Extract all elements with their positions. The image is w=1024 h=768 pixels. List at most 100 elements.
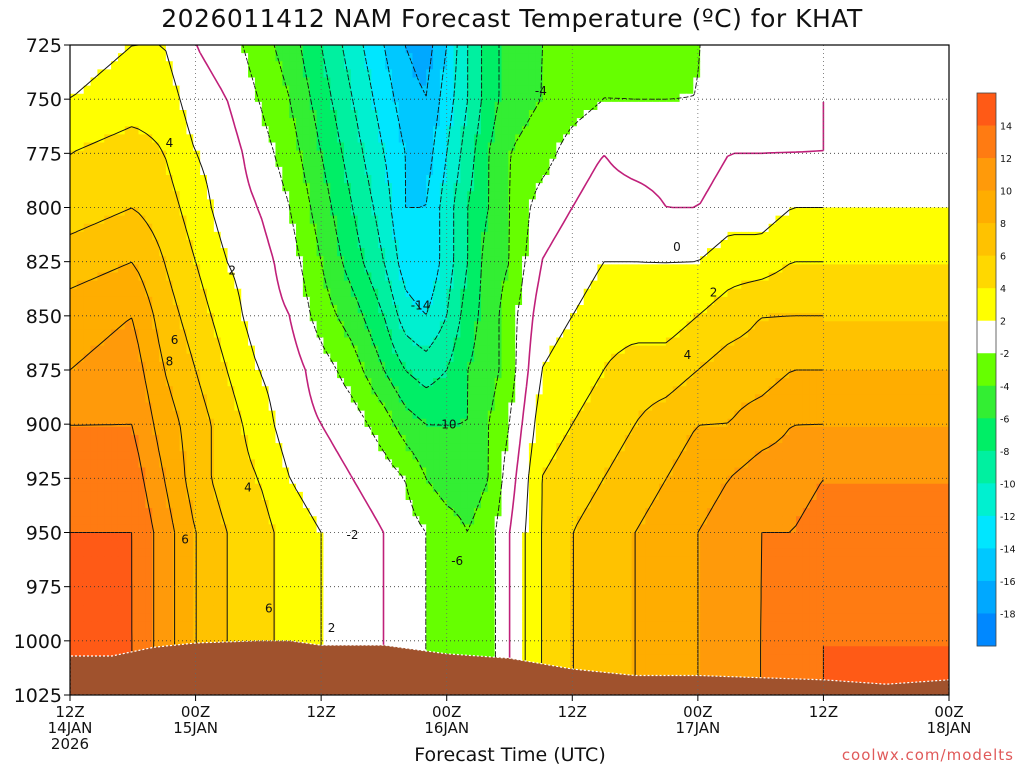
field-cell xyxy=(330,410,338,420)
field-cell xyxy=(357,223,366,233)
field-cell xyxy=(152,199,160,209)
field-cell xyxy=(590,61,598,70)
field-cell xyxy=(727,77,735,87)
field-cell xyxy=(124,85,133,95)
field-cell xyxy=(179,378,188,387)
field-cell xyxy=(515,45,523,54)
field-cell xyxy=(494,175,503,184)
field-cell xyxy=(405,361,414,371)
field-cell xyxy=(501,248,509,257)
field-cell xyxy=(467,394,475,404)
field-cell xyxy=(508,394,516,404)
field-cell xyxy=(686,256,694,265)
field-cell xyxy=(706,240,715,249)
field-cell xyxy=(796,110,804,119)
field-cell xyxy=(508,288,516,298)
field-cell xyxy=(241,118,249,127)
field-cell xyxy=(604,158,612,168)
field-cell xyxy=(104,231,112,241)
field-cell xyxy=(706,69,715,79)
field-cell xyxy=(426,183,434,192)
field-cell xyxy=(727,215,735,225)
field-cell xyxy=(165,134,174,144)
field-cell xyxy=(768,183,777,192)
field-cell xyxy=(104,183,112,192)
field-cell xyxy=(254,134,263,144)
field-cell xyxy=(563,166,571,176)
field-cell xyxy=(754,248,763,257)
field-cell xyxy=(734,321,742,330)
field-cell xyxy=(748,183,756,192)
field-cell xyxy=(453,231,462,241)
field-cell xyxy=(227,118,235,127)
field-cell xyxy=(645,361,653,371)
field-cell xyxy=(734,337,742,347)
field-cell xyxy=(200,93,208,103)
field-cell xyxy=(501,296,509,306)
field-cell xyxy=(117,378,126,387)
field-cell xyxy=(789,223,797,233)
field-cell xyxy=(70,207,78,217)
field-cell xyxy=(117,305,126,314)
field-cell xyxy=(398,288,407,298)
field-cell xyxy=(659,45,667,54)
field-cell xyxy=(542,199,551,209)
field-cell xyxy=(563,118,571,127)
field-cell xyxy=(213,394,222,404)
field-cell xyxy=(453,110,462,119)
field-cell xyxy=(364,101,372,111)
field-cell xyxy=(604,223,612,233)
field-cell xyxy=(528,93,537,103)
field-cell xyxy=(323,53,331,62)
field-cell xyxy=(302,142,311,152)
field-cell xyxy=(522,142,530,152)
field-cell xyxy=(302,166,311,176)
field-cell xyxy=(296,410,304,420)
field-cell xyxy=(631,150,640,160)
field-cell xyxy=(296,158,304,168)
field-cell xyxy=(385,61,393,70)
field-cell xyxy=(220,53,229,62)
field-cell xyxy=(480,207,489,217)
field-cell xyxy=(460,296,468,306)
field-cell xyxy=(343,313,352,322)
field-cell xyxy=(672,272,681,282)
field-cell xyxy=(700,240,708,249)
field-cell xyxy=(796,93,804,103)
field-cell xyxy=(624,353,633,363)
field-cell xyxy=(385,410,393,420)
field-cell xyxy=(796,288,804,298)
field-cell xyxy=(754,272,763,282)
field-cell xyxy=(727,85,735,95)
field-cell xyxy=(453,223,462,233)
field-cell xyxy=(83,394,92,404)
field-cell xyxy=(296,329,304,339)
field-cell xyxy=(809,175,818,184)
field-cell xyxy=(474,126,482,135)
field-cell xyxy=(713,110,722,119)
field-cell xyxy=(364,150,372,160)
field-cell xyxy=(693,53,701,62)
field-cell xyxy=(604,118,612,127)
field-cell xyxy=(378,166,386,176)
field-cell xyxy=(713,296,722,306)
field-cell xyxy=(659,256,667,265)
field-cell xyxy=(241,77,249,87)
field-cell xyxy=(391,353,400,363)
field-cell xyxy=(302,288,311,298)
field-cell xyxy=(460,69,468,79)
field-cell xyxy=(357,134,366,144)
field-cell xyxy=(570,296,578,306)
field-cell xyxy=(364,183,372,192)
field-cell xyxy=(480,85,489,95)
field-cell xyxy=(227,45,235,54)
field-cell xyxy=(597,305,605,314)
field-cell xyxy=(104,361,112,371)
field-cell xyxy=(590,402,598,412)
field-cell xyxy=(419,272,427,282)
field-cell xyxy=(70,410,78,420)
field-cell xyxy=(70,337,78,347)
field-cell xyxy=(590,272,598,282)
field-cell xyxy=(378,410,386,420)
field-cell xyxy=(289,110,297,119)
